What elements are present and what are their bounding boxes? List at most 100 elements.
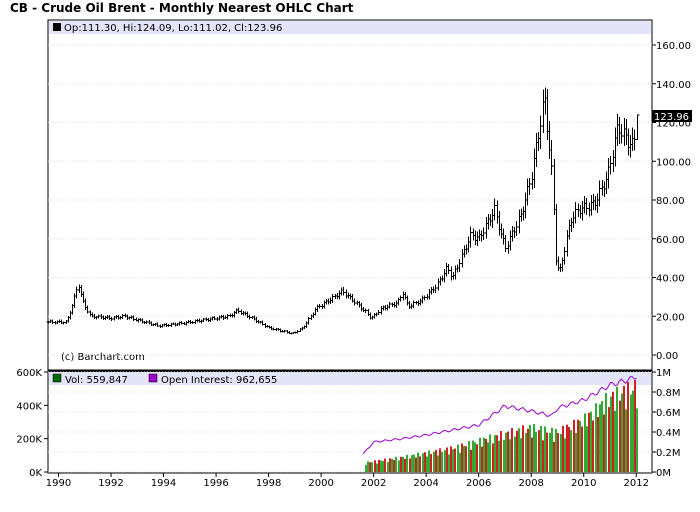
volume-bar	[496, 435, 498, 472]
volume-bar	[610, 397, 612, 472]
volume-bar	[395, 457, 397, 472]
volume-left-tick-label: 200K	[16, 435, 42, 446]
volume-bar	[404, 459, 406, 472]
volume-bar	[459, 453, 461, 472]
volume-bar	[417, 453, 419, 472]
volume-legend-label: Vol: 559,847	[65, 375, 128, 386]
volume-bar	[540, 426, 542, 472]
volume-bar	[621, 393, 623, 472]
volume-bar	[592, 421, 594, 472]
volume-bar	[470, 450, 472, 472]
price-legend-swatch	[53, 23, 61, 31]
volume-bar	[608, 407, 610, 472]
volume-bar	[487, 442, 489, 472]
volume-bar	[450, 446, 452, 472]
price-y-axis: 160.00 140.00 120.00 100.00 80.00 60.00 40.00 2…	[652, 41, 691, 362]
volume-bar	[472, 441, 474, 472]
volume-bar	[437, 455, 439, 472]
volume-bar	[605, 393, 607, 472]
volume-bar	[551, 428, 553, 472]
volume-bar	[531, 438, 533, 472]
volume-bar	[575, 433, 577, 472]
volume-bar	[411, 455, 413, 472]
volume-bar	[533, 424, 535, 472]
price-tick-label: 80.00	[656, 196, 685, 207]
volume-bar	[511, 428, 513, 472]
volume-legend-swatch	[53, 374, 61, 382]
volume-bar	[380, 461, 382, 472]
volume-bar	[398, 460, 400, 472]
volume-bar	[509, 439, 511, 472]
volume-bar	[409, 458, 411, 472]
x-axis: 1990 1992 1994 1996 1998 2000 2002 2004 2006 2008…	[46, 473, 649, 489]
volume-bar	[505, 433, 507, 472]
price-tick-label: 0.00	[656, 351, 678, 362]
volume-bar	[430, 454, 432, 472]
x-tick-label: 1994	[151, 478, 176, 489]
volume-bar	[518, 428, 520, 472]
volume-bar	[599, 404, 601, 472]
volume-bar	[557, 433, 559, 472]
volume-bar	[544, 426, 546, 472]
volume-bar	[498, 441, 500, 472]
volume-bar	[485, 439, 487, 472]
volume-bar	[474, 442, 476, 472]
volume-bar	[435, 450, 437, 472]
volume-bar	[555, 429, 557, 472]
volume-bar	[527, 429, 529, 472]
volume-bar	[415, 458, 417, 472]
volume-bar	[382, 461, 384, 472]
volume-bar	[627, 382, 629, 472]
volume-bar	[500, 431, 502, 472]
volume-bar	[367, 461, 369, 472]
volume-bar	[439, 448, 441, 472]
volume-bar	[538, 430, 540, 472]
last-price-tag: 123.96	[652, 110, 692, 123]
volume-bar	[374, 460, 376, 472]
volume-bar	[553, 442, 555, 472]
volume-bar	[483, 438, 485, 472]
volume-bar	[597, 417, 599, 472]
volume-right-tick-label: 0.8M	[656, 388, 681, 399]
volume-bar	[577, 420, 579, 472]
volume-bar	[525, 433, 527, 472]
volume-bar	[494, 435, 496, 472]
volume-bar	[433, 452, 435, 472]
volume-bar	[387, 462, 389, 472]
volume-bar	[619, 401, 621, 472]
volume-bar	[402, 457, 404, 472]
volume-bar	[614, 411, 616, 472]
volume-right-tick-label: 1M	[656, 368, 671, 379]
volume-bar	[570, 430, 572, 472]
volume-bar	[564, 438, 566, 472]
volume-bar	[601, 401, 603, 472]
price-tick-label: 140.00	[656, 80, 691, 91]
volume-bar	[623, 386, 625, 472]
volume-bar	[376, 464, 378, 472]
volume-left-tick-label: 0K	[29, 468, 42, 479]
x-tick-label: 1992	[98, 478, 123, 489]
volume-bar	[581, 427, 583, 472]
volume-bar	[371, 462, 373, 472]
volume-bar	[603, 414, 605, 472]
volume-bar	[586, 426, 588, 472]
volume-bar	[365, 465, 367, 472]
volume-bar	[393, 460, 395, 472]
volume-bar	[492, 443, 494, 472]
volume-bar	[468, 441, 470, 472]
x-tick-label: 2008	[518, 478, 543, 489]
volume-bar	[463, 446, 465, 472]
volume-bar	[424, 452, 426, 472]
x-tick-label: 2012	[624, 478, 649, 489]
volume-bar	[520, 438, 522, 472]
price-tick-label: 60.00	[656, 235, 685, 246]
volume-bar	[481, 447, 483, 472]
volume-left-axis: 600K400K200K0K	[16, 368, 48, 479]
volume-bar	[507, 432, 509, 472]
volume-bar	[400, 457, 402, 472]
x-tick-label: 1998	[256, 478, 281, 489]
volume-bar	[479, 438, 481, 472]
volume-bar	[590, 412, 592, 472]
open-interest-legend-label: Open Interest: 962,655	[161, 375, 277, 386]
volume-bar	[612, 392, 614, 472]
